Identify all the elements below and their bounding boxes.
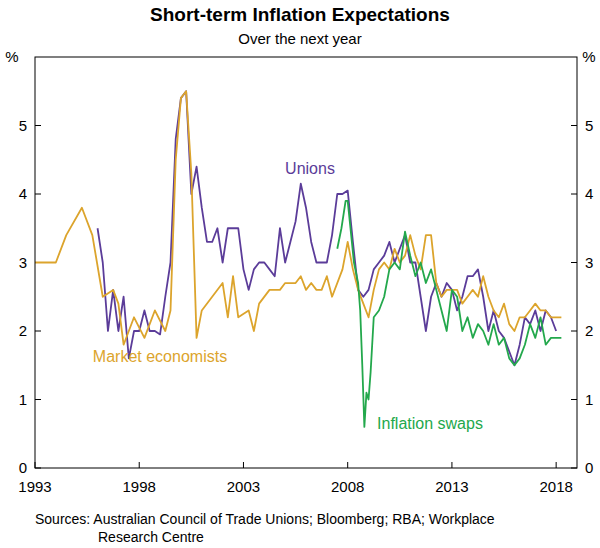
series-label: Unions [285,160,335,177]
y-tick-label: 1 [585,391,593,408]
y-tick [35,399,41,400]
y-tick [571,125,577,126]
y-tick [571,399,577,400]
x-tick [243,462,244,468]
y-tick [35,331,41,332]
x-tick [556,462,557,468]
y-tick-label: 1 [19,391,27,408]
y-tick-label: 0 [19,459,27,476]
y-tick-label: 2 [19,322,27,339]
y-tick-label: 5 [19,117,27,134]
x-tick-label: 1998 [123,478,156,495]
y-tick-label: 2 [585,322,593,339]
y-tick-label: 4 [585,185,593,202]
chart: Short-term Inflation Expectations Over th… [0,0,600,548]
y-tick [571,262,577,263]
subtitle: Over the next year [238,30,361,47]
y-tick-label: 5 [585,117,593,134]
y-label: % [5,48,18,65]
x-tick-label: 1993 [18,478,51,495]
series-line [35,91,561,344]
y-tick-label: 4 [19,185,27,202]
series-label: Market economists [93,348,227,365]
source-note: Research Centre [98,529,204,545]
x-tick-label: 2018 [539,478,572,495]
series-line [337,201,561,427]
x-tick [451,462,452,468]
y-tick-label: 3 [19,254,27,271]
x-tick-label: 2008 [331,478,364,495]
y-tick [571,194,577,195]
series-label: Inflation swaps [377,415,483,432]
y-tick [35,125,41,126]
y-tick-label: 0 [585,459,593,476]
y-tick [35,194,41,195]
x-tick-label: 2003 [227,478,260,495]
y-tick-label: 3 [585,254,593,271]
x-tick [139,462,140,468]
y-label: % [582,48,595,65]
source-note: Sources: Australian Council of Trade Uni… [35,511,495,527]
x-tick-label: 2013 [435,478,468,495]
x-tick [347,462,348,468]
plot-lines [35,91,561,427]
y-tick [571,331,577,332]
plot-frame [35,57,577,468]
title: Short-term Inflation Expectations [150,4,450,25]
